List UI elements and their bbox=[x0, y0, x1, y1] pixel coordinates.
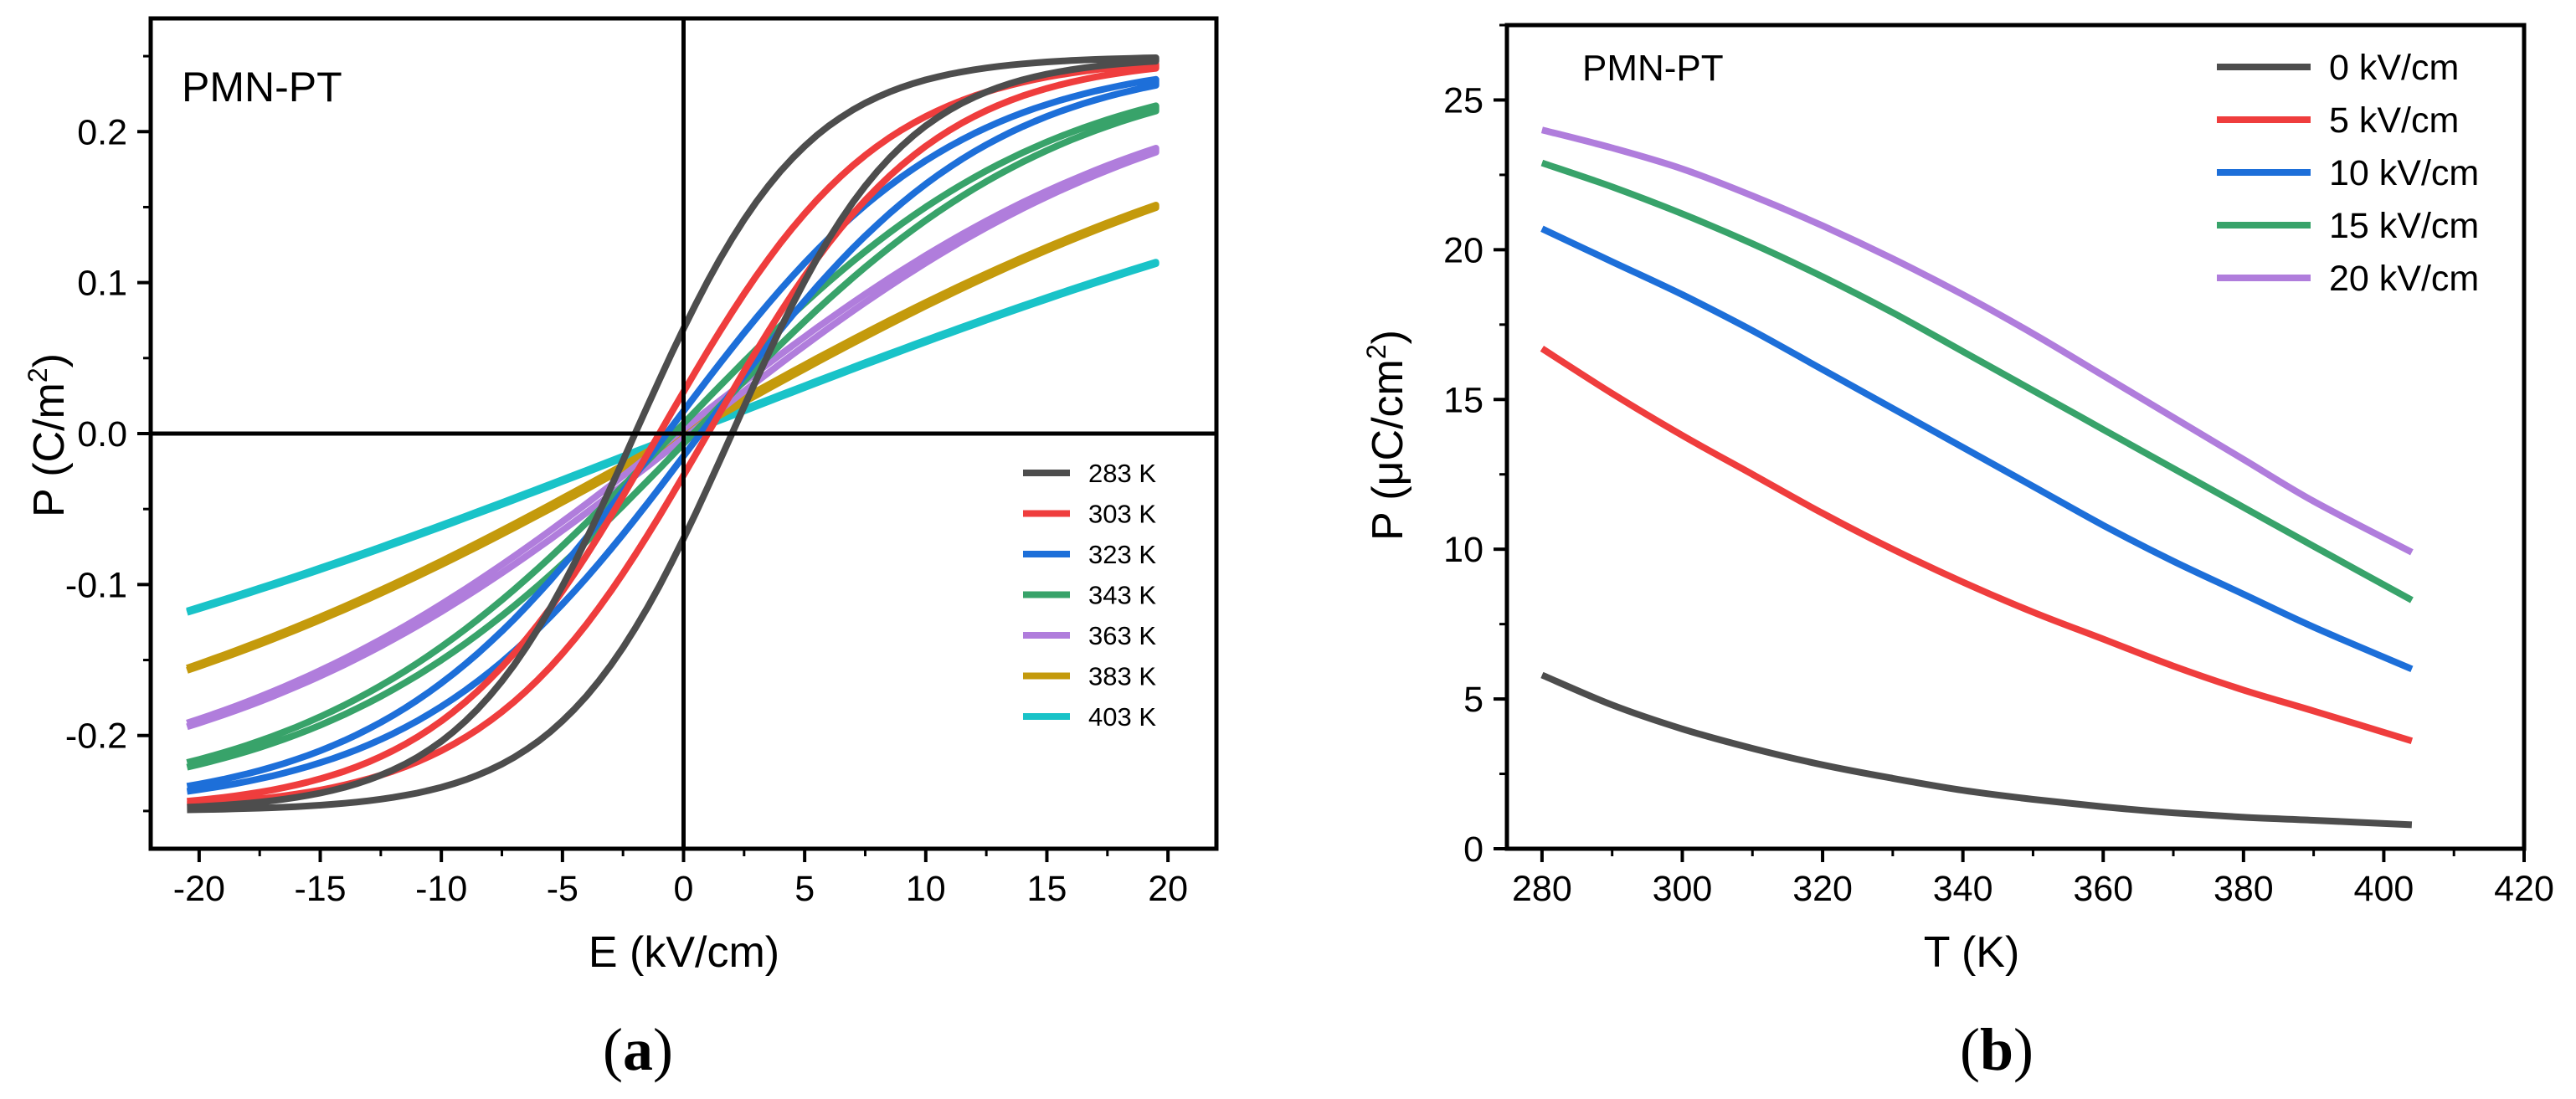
panel-a-y-axis-title-sup: 2 bbox=[23, 367, 53, 383]
panel-a-y-axis-title-main: P (C/m bbox=[25, 383, 74, 517]
series-line-20-kv-cm bbox=[1540, 126, 2414, 556]
panel-a-y-tick-label: 0.0 bbox=[77, 414, 127, 454]
panel-b-x-tick-label: 280 bbox=[1512, 869, 1572, 909]
panel-a-x-tick-label: 10 bbox=[906, 869, 946, 909]
panel-a-x-tick-label: 0 bbox=[674, 869, 694, 909]
series-line-10-kv-cm bbox=[1540, 225, 2414, 672]
panel-a-curves bbox=[186, 54, 1159, 814]
panel-b-polarization-vs-temperature-chart: 280 300 320 340 360 380 400 420 0 5 10 15 20 25 PMN-P… bbox=[1361, 23, 2554, 1083]
panel-a-ticks: -20 -15 -10 -5 0 5 10 15 20 -0.2 -0.1 0.0 0.1 0.2 bbox=[65, 54, 1188, 909]
series-line-0-kv-cm bbox=[1540, 671, 2413, 829]
panel-a-hysteresis-chart: -20 -15 -10 -5 0 5 10 15 20 -0.2 -0.1 0.0 0.1 0.2 PMN… bbox=[23, 16, 1219, 1083]
panel-b-caption-letter: b bbox=[1980, 1016, 2013, 1083]
series-line-5-kv-cm bbox=[1540, 346, 2414, 745]
panel-a-y-tick-label: -0.2 bbox=[65, 716, 127, 757]
panel-a-legend-label: 383 K bbox=[1088, 662, 1156, 691]
hysteresis-loop-303-k bbox=[187, 60, 1159, 809]
hysteresis-loop-383-k bbox=[186, 202, 1159, 674]
panel-b-legend-label: 20 kV/cm bbox=[2329, 259, 2479, 299]
panel-b-x-tick-label: 420 bbox=[2494, 869, 2554, 909]
panel-b-x-axis-title: T (K) bbox=[1924, 928, 2020, 977]
panel-b-y-axis-title-end: ) bbox=[1364, 330, 1412, 344]
panel-b-y-tick-label: 10 bbox=[1443, 530, 1483, 570]
panel-a-y-axis-title-end: ) bbox=[25, 353, 74, 367]
hysteresis-loop-283-k bbox=[187, 54, 1159, 814]
panel-b-y-axis-title: P (μC/cm2) bbox=[1361, 330, 1412, 541]
panel-a-x-tick-label: 5 bbox=[794, 869, 815, 909]
hysteresis-loop-403-k bbox=[186, 259, 1159, 616]
panel-b-caption: (b) bbox=[1960, 1016, 2034, 1083]
hysteresis-loop-343-k bbox=[186, 102, 1159, 771]
panel-b-y-axis-title-main: P (μC/cm bbox=[1364, 359, 1412, 541]
panel-b-y-tick-label: 5 bbox=[1463, 680, 1483, 720]
panel-b-legend: 0 kV/cm 5 kV/cm 10 kV/cm 15 kV/cm 20 kV/cm bbox=[2217, 48, 2479, 299]
panel-b-x-tick-label: 400 bbox=[2354, 869, 2414, 909]
panel-b-y-axis-title-sup: 2 bbox=[1361, 344, 1391, 359]
panel-b-x-tick-label: 360 bbox=[2073, 869, 2133, 909]
panel-b-legend-label: 10 kV/cm bbox=[2329, 153, 2479, 193]
series-line-15-kv-cm bbox=[1540, 159, 2414, 603]
panel-b-frame bbox=[1504, 23, 2527, 851]
panel-a-legend-label: 363 K bbox=[1088, 621, 1156, 650]
panel-a-title: PMN-PT bbox=[182, 64, 342, 110]
panel-a-x-tick-label: -15 bbox=[294, 869, 346, 909]
panel-a-legend-label: 403 K bbox=[1088, 702, 1156, 732]
panel-b-x-tick-label: 340 bbox=[1933, 869, 1993, 909]
panel-a-legend-label: 343 K bbox=[1088, 581, 1156, 610]
panel-b-y-tick-label: 15 bbox=[1443, 380, 1483, 420]
panel-b-legend-label: 0 kV/cm bbox=[2329, 48, 2459, 88]
panel-b-ticks: 280 300 320 340 360 380 400 420 0 5 10 15 20 25 bbox=[1443, 23, 2554, 909]
panel-a-y-axis-title: P (C/m2) bbox=[23, 353, 74, 517]
panel-b-x-tick-label: 380 bbox=[2214, 869, 2274, 909]
panel-a-y-tick-label: 0.1 bbox=[77, 264, 127, 304]
panel-b-y-tick-label: 0 bbox=[1463, 829, 1483, 870]
panel-a-caption: (a) bbox=[603, 1016, 673, 1083]
panel-b-curves bbox=[1540, 126, 2414, 829]
panel-b-y-tick-label: 20 bbox=[1443, 230, 1483, 270]
panel-b-x-tick-label: 300 bbox=[1653, 869, 1713, 909]
panel-a-y-tick-label: 0.2 bbox=[77, 112, 127, 152]
panel-b-y-tick-label: 25 bbox=[1443, 80, 1483, 121]
panel-a-x-tick-label: 20 bbox=[1148, 869, 1188, 909]
panel-a-legend: 283 K 303 K 323 K 343 K 363 K 383 K 403 K bbox=[1023, 459, 1156, 732]
panel-a-x-axis-title: E (kV/cm) bbox=[589, 928, 779, 977]
panel-a-x-tick-label: -10 bbox=[415, 869, 467, 909]
panel-a-x-tick-label: 15 bbox=[1027, 869, 1067, 909]
hysteresis-loop-363-k bbox=[186, 145, 1159, 731]
panel-a-legend-label: 323 K bbox=[1088, 540, 1156, 569]
panel-a-legend-label: 303 K bbox=[1088, 500, 1156, 529]
panel-b-legend-label: 5 kV/cm bbox=[2329, 100, 2459, 141]
panel-b-x-tick-label: 320 bbox=[1792, 869, 1853, 909]
panel-b-legend-label: 15 kV/cm bbox=[2329, 206, 2479, 246]
panel-a-caption-letter: a bbox=[623, 1016, 653, 1083]
panel-a-y-tick-label: -0.1 bbox=[65, 565, 127, 605]
panel-a-x-tick-label: -20 bbox=[173, 869, 225, 909]
panel-b-title: PMN-PT bbox=[1582, 48, 1724, 89]
panel-a-x-tick-label: -5 bbox=[547, 869, 578, 909]
panel-a-legend-label: 283 K bbox=[1088, 459, 1156, 488]
